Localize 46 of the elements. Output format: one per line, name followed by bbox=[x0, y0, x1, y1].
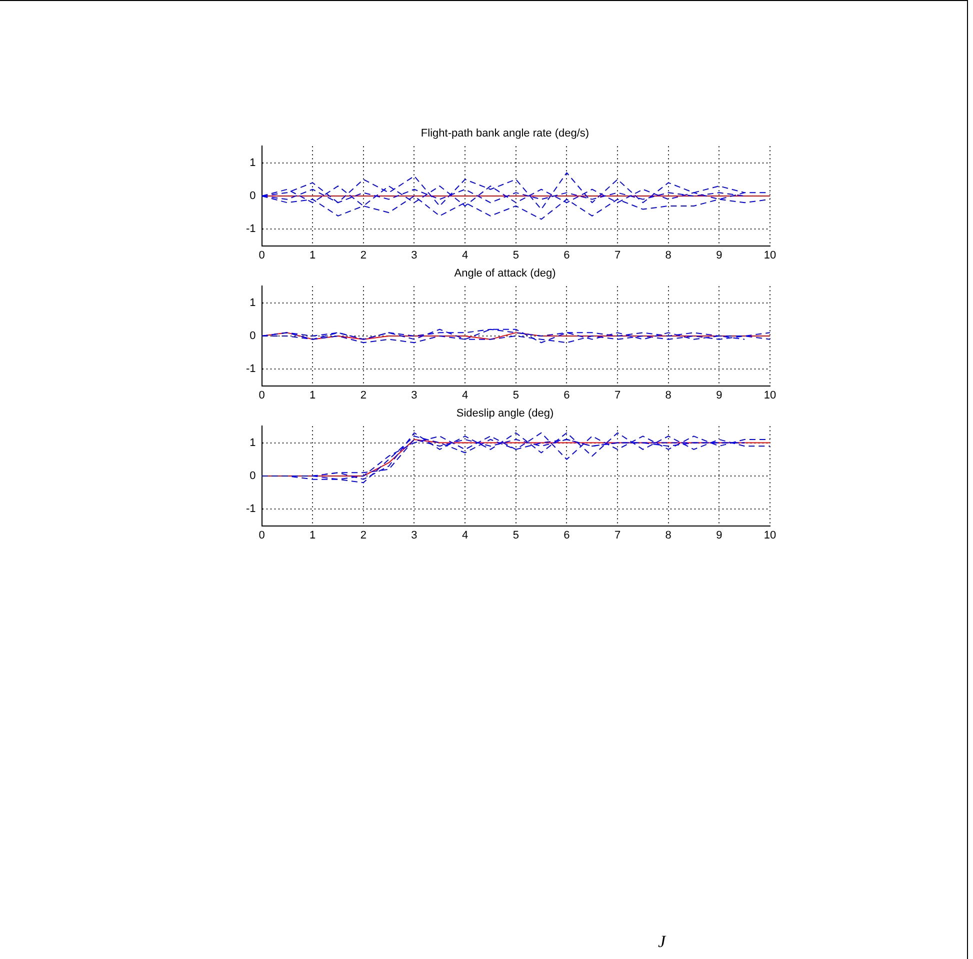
x-tick-label: 8 bbox=[665, 249, 672, 262]
chart-title: Flight-path bank angle rate (deg/s) bbox=[420, 128, 590, 140]
chart-title: Sideslip angle (deg) bbox=[456, 408, 554, 420]
x-tick-label: 10 bbox=[764, 249, 776, 262]
x-tick-label: 9 bbox=[716, 529, 722, 542]
chart-title: Angle of attack (deg) bbox=[454, 268, 556, 280]
x-tick-label: 10 bbox=[764, 529, 776, 542]
x-tick-label: 5 bbox=[512, 249, 519, 262]
x-tick-label: 5 bbox=[512, 529, 519, 542]
x-tick-label: 2 bbox=[360, 389, 366, 402]
x-tick-label: 6 bbox=[564, 389, 570, 402]
x-tick-label: 7 bbox=[614, 389, 621, 402]
x-tick-label: 0 bbox=[258, 249, 265, 262]
y-tick-label: 0 bbox=[250, 190, 256, 202]
x-tick-label: 3 bbox=[411, 249, 418, 262]
x-tick-label: 9 bbox=[716, 389, 722, 402]
y-tick-label: 1 bbox=[250, 436, 256, 449]
y-tick-label: -1 bbox=[246, 503, 256, 516]
x-tick-label: 7 bbox=[614, 249, 621, 262]
x-tick-label: 8 bbox=[665, 529, 672, 542]
x-tick-label: 2 bbox=[360, 529, 366, 542]
y-tick-label: 1 bbox=[250, 156, 256, 169]
text: J bbox=[658, 932, 666, 952]
x-tick-label: 7 bbox=[614, 529, 621, 542]
x-tick-label: 9 bbox=[716, 249, 722, 262]
x-tick-label: 2 bbox=[360, 249, 366, 262]
y-tick-label: 0 bbox=[250, 330, 256, 342]
y-tick-label: -1 bbox=[246, 363, 256, 376]
x-tick-label: 3 bbox=[411, 389, 418, 402]
x-tick-label: 8 bbox=[665, 389, 672, 402]
y-tick-label: -1 bbox=[246, 223, 256, 236]
y-tick-label: 1 bbox=[250, 296, 256, 309]
x-tick-label: 4 bbox=[462, 389, 468, 402]
x-tick-label: 1 bbox=[310, 249, 316, 262]
x-tick-label: 0 bbox=[258, 389, 265, 402]
x-tick-label: 10 bbox=[764, 389, 776, 402]
x-tick-label: 1 bbox=[310, 529, 316, 542]
x-tick-label: 1 bbox=[310, 389, 316, 402]
y-tick-label: 0 bbox=[250, 470, 256, 482]
x-tick-label: 4 bbox=[462, 249, 468, 262]
x-tick-label: 0 bbox=[258, 529, 265, 542]
x-tick-label: 4 bbox=[462, 529, 468, 542]
x-tick-label: 6 bbox=[564, 529, 570, 542]
x-tick-label: 6 bbox=[564, 249, 570, 262]
x-tick-label: 5 bbox=[512, 389, 519, 402]
x-tick-label: 3 bbox=[411, 529, 418, 542]
